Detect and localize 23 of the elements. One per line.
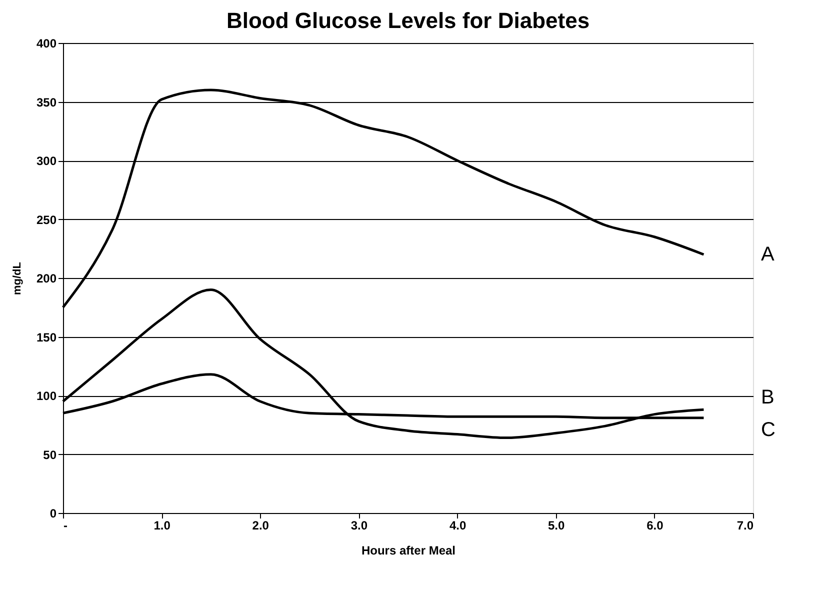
y-tick-label: 150 — [36, 330, 57, 344]
x-tick-label: 1.0 — [154, 518, 171, 532]
y-tick-label: 0 — [50, 506, 57, 520]
text: C — [761, 418, 776, 441]
x-tick-label: 7.0 — [736, 518, 754, 532]
y-tick-label: 300 — [36, 154, 57, 168]
y-axis-title: mg/dL — [11, 262, 24, 295]
x-tick-label: - — [64, 518, 68, 532]
chart-title: Blood Glucose Levels for Diabetes — [226, 8, 590, 33]
y-tick-label: 200 — [36, 272, 57, 286]
text: B — [761, 386, 774, 409]
y-tick-label: 100 — [36, 389, 57, 403]
y-tick-label: 400 — [36, 36, 57, 50]
y-tick-label: 350 — [36, 95, 57, 110]
y-tick-label: 50 — [43, 448, 57, 462]
x-tick-label: 3.0 — [350, 518, 368, 532]
x-tick-label: 4.0 — [449, 518, 466, 532]
x-tick-label: 6.0 — [646, 518, 664, 532]
x-tick-label: 5.0 — [548, 518, 566, 532]
y-tick-label: 250 — [36, 212, 57, 227]
text: A — [761, 244, 775, 266]
x-tick-label: 2.0 — [252, 518, 270, 532]
x-axis-title: Hours after Meal — [361, 544, 456, 558]
